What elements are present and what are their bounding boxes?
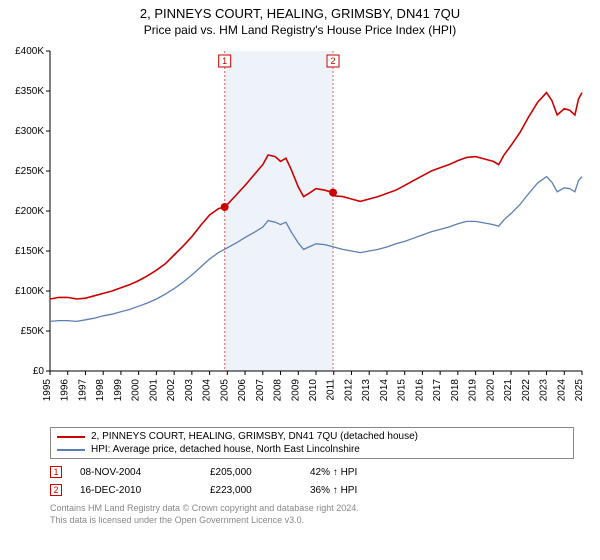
sale-delta: 42% ↑ HPI — [310, 467, 357, 478]
legend-row: HPI: Average price, detached house, Nort… — [57, 443, 567, 456]
svg-text:2025: 2025 — [574, 379, 585, 402]
svg-text:2013: 2013 — [361, 379, 372, 402]
sale-marker-box: 1 — [50, 466, 62, 478]
legend-label: 2, PINNEYS COURT, HEALING, GRIMSBY, DN41… — [91, 431, 418, 442]
svg-text:£50K: £50K — [21, 326, 45, 337]
svg-text:2002: 2002 — [166, 379, 177, 402]
title-line-2: Price paid vs. HM Land Registry's House … — [0, 21, 600, 37]
svg-text:1997: 1997 — [77, 379, 88, 402]
sale-price: £223,000 — [210, 485, 310, 496]
svg-text:2000: 2000 — [131, 379, 142, 402]
legend: 2, PINNEYS COURT, HEALING, GRIMSBY, DN41… — [50, 427, 574, 459]
sale-marker-box: 2 — [50, 484, 62, 496]
sale-price: £205,000 — [210, 467, 310, 478]
svg-text:2010: 2010 — [308, 379, 319, 402]
sale-row: 1 08-NOV-2004 £205,000 42% ↑ HPI — [50, 463, 574, 481]
chart-container: 2, PINNEYS COURT, HEALING, GRIMSBY, DN41… — [0, 0, 600, 560]
svg-text:2006: 2006 — [237, 379, 248, 402]
svg-text:£150K: £150K — [15, 246, 44, 257]
svg-text:2007: 2007 — [255, 379, 266, 402]
legend-label: HPI: Average price, detached house, Nort… — [91, 444, 360, 455]
svg-text:2003: 2003 — [184, 379, 195, 402]
title-line-1: 2, PINNEYS COURT, HEALING, GRIMSBY, DN41… — [0, 0, 600, 21]
svg-text:£100K: £100K — [15, 286, 44, 297]
svg-text:2019: 2019 — [468, 379, 479, 402]
svg-text:2009: 2009 — [290, 379, 301, 402]
svg-text:2021: 2021 — [503, 379, 514, 402]
svg-text:£0: £0 — [33, 366, 45, 377]
sale-row: 2 16-DEC-2010 £223,000 36% ↑ HPI — [50, 481, 574, 499]
sale-date: 16-DEC-2010 — [80, 485, 210, 496]
copyright-line: This data is licensed under the Open Gov… — [50, 515, 574, 527]
copyright-line: Contains HM Land Registry data © Crown c… — [50, 503, 574, 515]
svg-text:1995: 1995 — [42, 379, 53, 402]
svg-text:2016: 2016 — [414, 379, 425, 402]
svg-text:2017: 2017 — [432, 379, 443, 402]
copyright: Contains HM Land Registry data © Crown c… — [50, 503, 574, 526]
svg-text:2001: 2001 — [148, 379, 159, 402]
svg-text:2022: 2022 — [521, 379, 532, 402]
svg-text:£400K: £400K — [15, 46, 44, 57]
svg-text:1998: 1998 — [95, 379, 106, 402]
svg-text:2023: 2023 — [539, 379, 550, 402]
svg-text:2011: 2011 — [326, 379, 337, 401]
svg-text:1: 1 — [222, 56, 227, 66]
svg-text:£250K: £250K — [15, 166, 44, 177]
svg-text:2020: 2020 — [485, 379, 496, 402]
svg-text:1999: 1999 — [113, 379, 124, 402]
svg-text:2004: 2004 — [202, 379, 213, 402]
sale-delta: 36% ↑ HPI — [310, 485, 357, 496]
svg-text:£200K: £200K — [15, 206, 44, 217]
svg-text:£350K: £350K — [15, 86, 44, 97]
svg-text:2018: 2018 — [450, 379, 461, 402]
legend-swatch — [57, 449, 85, 451]
svg-text:2015: 2015 — [397, 379, 408, 402]
legend-row: 2, PINNEYS COURT, HEALING, GRIMSBY, DN41… — [57, 430, 567, 443]
price-chart: £0 £50K £100K £150K £200K £250K £300K £350K £400… — [0, 41, 600, 421]
svg-text:2: 2 — [331, 56, 336, 66]
svg-text:2012: 2012 — [343, 379, 354, 402]
svg-text:2014: 2014 — [379, 379, 390, 402]
svg-text:2008: 2008 — [273, 379, 284, 402]
svg-text:2024: 2024 — [556, 379, 567, 402]
sales-list: 1 08-NOV-2004 £205,000 42% ↑ HPI 2 16-DE… — [50, 463, 574, 499]
svg-text:£300K: £300K — [15, 126, 44, 137]
sale-date: 08-NOV-2004 — [80, 467, 210, 478]
legend-swatch — [57, 436, 85, 438]
svg-text:2005: 2005 — [219, 379, 230, 402]
svg-text:1996: 1996 — [60, 379, 71, 402]
